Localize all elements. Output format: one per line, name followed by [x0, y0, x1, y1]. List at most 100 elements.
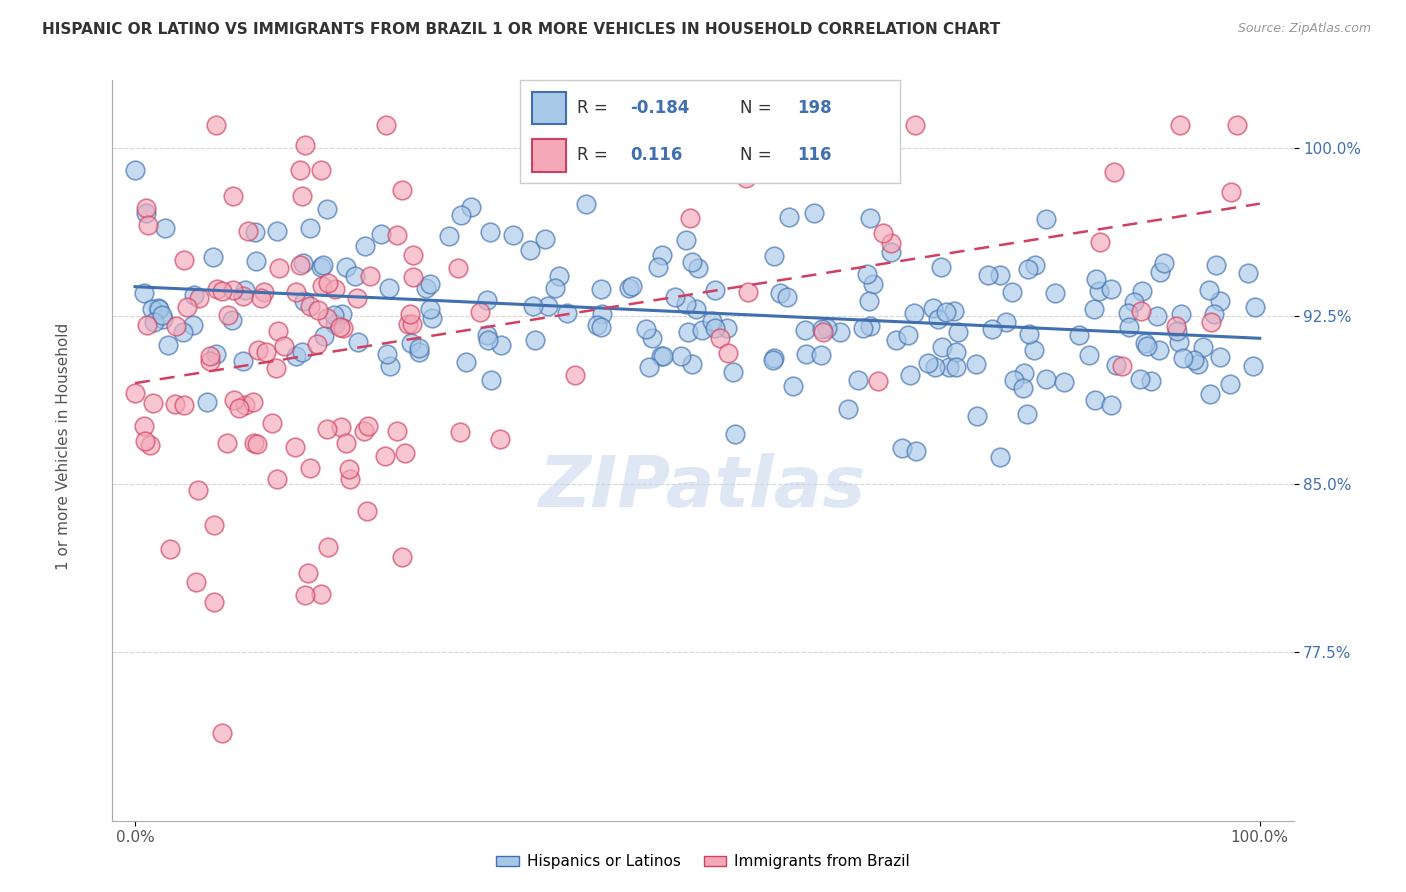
Point — [1012, 381, 1035, 395]
Point — [202, 250, 225, 264]
Point — [134, 434, 156, 448]
Point — [139, 438, 162, 452]
Point — [332, 320, 354, 334]
Point — [415, 280, 437, 294]
Point — [675, 297, 697, 311]
Point — [479, 373, 502, 387]
Point — [346, 291, 368, 305]
Point — [931, 340, 953, 354]
Point — [811, 325, 834, 339]
Point — [1118, 320, 1140, 334]
Point — [391, 549, 413, 564]
Point — [141, 301, 163, 316]
Point — [243, 436, 266, 450]
Point — [762, 352, 785, 367]
Point — [1088, 235, 1111, 249]
Point — [1035, 211, 1057, 226]
Point — [922, 301, 945, 315]
Point — [794, 347, 817, 361]
Point — [846, 373, 869, 387]
Point — [811, 322, 834, 336]
Point — [769, 286, 792, 301]
Point — [1182, 352, 1205, 367]
Point — [142, 396, 165, 410]
Legend: Hispanics or Latinos, Immigrants from Brazil: Hispanics or Latinos, Immigrants from Br… — [491, 848, 915, 875]
Point — [1220, 186, 1243, 200]
Point — [449, 425, 471, 440]
Point — [621, 278, 644, 293]
Point — [1198, 283, 1220, 297]
Point — [291, 189, 314, 203]
Point — [1053, 376, 1076, 390]
Point — [1199, 387, 1222, 401]
Point — [523, 118, 546, 132]
Point — [222, 188, 245, 202]
Point — [586, 318, 609, 332]
Point — [316, 540, 339, 554]
Point — [1243, 300, 1265, 314]
Point — [245, 253, 267, 268]
Point — [347, 335, 370, 350]
Point — [1104, 165, 1126, 179]
Point — [316, 310, 339, 325]
Point — [534, 232, 557, 246]
Point — [1199, 314, 1222, 328]
Point — [273, 338, 295, 352]
Point — [675, 233, 697, 247]
Point — [704, 321, 727, 335]
Text: 116: 116 — [797, 146, 832, 164]
Point — [1015, 407, 1038, 421]
Point — [856, 267, 879, 281]
Point — [830, 325, 852, 339]
Point — [378, 280, 401, 294]
Point — [437, 228, 460, 243]
Point — [232, 354, 254, 368]
Point — [422, 310, 444, 325]
Point — [862, 277, 884, 291]
Point — [1153, 256, 1175, 270]
Text: -0.184: -0.184 — [630, 99, 690, 117]
Point — [904, 118, 927, 132]
Point — [460, 200, 482, 214]
Point — [977, 268, 1000, 283]
Point — [1187, 357, 1209, 371]
Point — [637, 360, 659, 375]
Point — [307, 302, 329, 317]
Point — [681, 254, 703, 268]
Point — [329, 420, 352, 434]
Point — [859, 211, 882, 226]
Point — [134, 285, 156, 300]
Point — [285, 285, 308, 300]
Point — [1067, 328, 1090, 343]
Point — [456, 354, 478, 368]
Point — [148, 302, 170, 317]
Point — [329, 320, 352, 334]
Point — [267, 324, 290, 338]
Point — [489, 338, 512, 352]
Point — [1146, 310, 1168, 324]
Point — [339, 472, 361, 486]
Point — [903, 306, 925, 320]
Point — [198, 349, 221, 363]
Point — [810, 348, 832, 362]
Point — [938, 359, 960, 374]
Point — [1099, 282, 1122, 296]
Point — [205, 118, 228, 132]
Point — [173, 252, 195, 267]
Point — [205, 282, 228, 296]
Point — [356, 504, 378, 518]
Point — [489, 432, 512, 446]
Point — [135, 205, 157, 219]
Point — [1149, 343, 1171, 357]
Point — [1001, 285, 1024, 300]
Point — [1014, 366, 1036, 380]
Point — [124, 163, 146, 178]
Point — [924, 360, 946, 375]
Point — [157, 338, 180, 352]
Point — [236, 224, 259, 238]
Text: HISPANIC OR LATINO VS IMMIGRANTS FROM BRAZIL 1 OR MORE VEHICLES IN HOUSEHOLD COR: HISPANIC OR LATINO VS IMMIGRANTS FROM BR… — [42, 22, 1001, 37]
Point — [197, 394, 219, 409]
Point — [408, 341, 430, 355]
Point — [150, 308, 173, 322]
Point — [1002, 374, 1025, 388]
